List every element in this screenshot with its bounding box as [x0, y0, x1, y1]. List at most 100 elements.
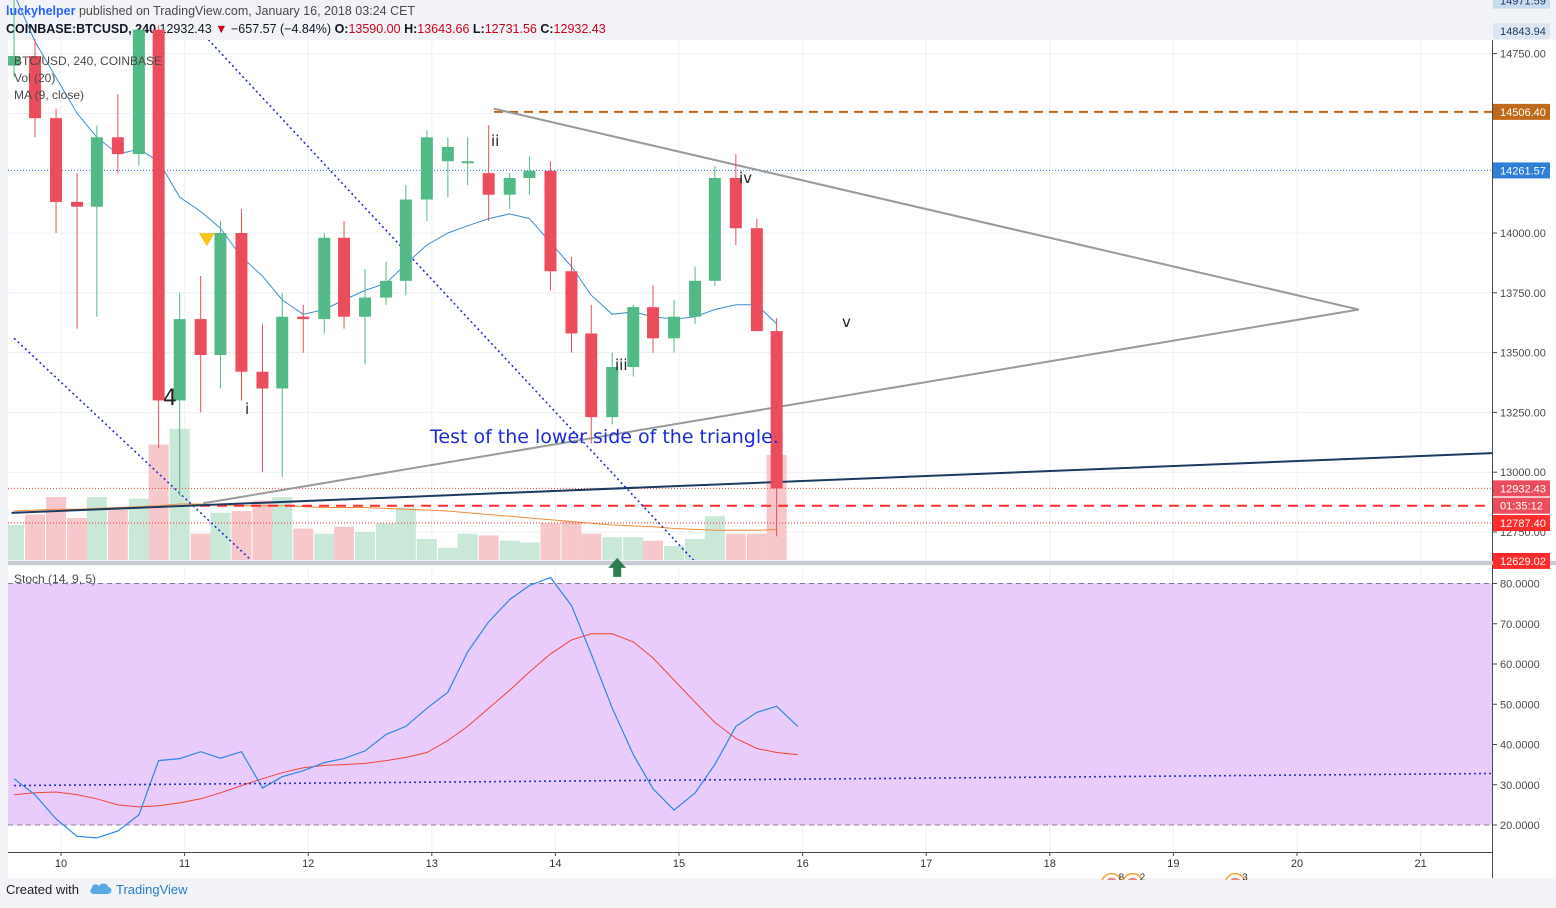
candle	[482, 125, 495, 222]
stoch-lines	[13, 576, 1492, 839]
candles	[8, 0, 783, 537]
candle	[235, 209, 248, 401]
close-value: 12932.43	[553, 22, 606, 36]
event-count: 2	[1140, 873, 1146, 880]
wave-label-iii: iii	[615, 356, 628, 374]
price-label-text: 12629.02	[1500, 556, 1546, 568]
volume-bar	[643, 540, 664, 560]
candle-body	[8, 55, 21, 66]
candle-body	[297, 316, 310, 320]
candle-body	[708, 177, 721, 281]
candle	[338, 221, 351, 329]
volume-bar	[457, 533, 478, 560]
price-label-text: 12787.40	[1500, 518, 1546, 530]
volume-bar	[664, 546, 685, 560]
stoch-k-line	[13, 576, 799, 839]
candle	[647, 285, 660, 353]
down-arrow-icon: ▼	[215, 22, 228, 36]
candle-body	[111, 137, 124, 155]
volume-bar	[395, 507, 416, 560]
change-text: −657.57 (−4.84%)	[231, 22, 332, 36]
time-tick-label: 14	[549, 858, 561, 870]
candle	[627, 304, 640, 377]
price-axis-bg[interactable]	[1492, 40, 1556, 560]
price-label-text: 14506.40	[1500, 107, 1546, 119]
price-label-box	[1493, 103, 1550, 120]
volume-bar	[314, 533, 335, 560]
time-tick-label: 12	[302, 858, 314, 870]
candle	[585, 304, 598, 444]
legend-volume: Vol (20)	[14, 71, 55, 85]
price-label-text: 14971.59	[1500, 0, 1546, 8]
stoch-tick-label: 80.0000	[1500, 579, 1540, 591]
volume-bar	[46, 497, 67, 560]
candle-body	[770, 331, 783, 489]
price-label-text: 14843.94	[1500, 26, 1546, 38]
candle-body	[585, 333, 598, 418]
triangle-upper-side	[493, 107, 1360, 311]
event-flag-icon[interactable]	[1101, 872, 1122, 880]
stoch-d-line	[13, 633, 798, 808]
candle	[729, 154, 742, 245]
volume-bar	[561, 521, 582, 560]
volume-bar	[376, 523, 397, 560]
candle	[152, 24, 165, 449]
volume-bar	[704, 516, 725, 560]
time-tick-label: 19	[1167, 858, 1179, 870]
candle-body	[152, 29, 165, 401]
stoch-dotted-trendline	[14, 772, 1492, 787]
candle	[708, 166, 721, 286]
price-label-box	[1493, 497, 1550, 514]
main-pane[interactable]	[8, 40, 1492, 560]
candle	[565, 256, 578, 353]
candle	[770, 318, 783, 537]
event-flag-icon[interactable]	[1225, 872, 1246, 880]
candle-body	[482, 173, 495, 195]
volume-bar	[231, 511, 252, 560]
volume-bar	[685, 539, 706, 560]
price-label: 14261.57	[1493, 162, 1550, 179]
stoch-tick-label: 30.0000	[1500, 780, 1540, 792]
stoch-tick-label: 70.0000	[1500, 619, 1540, 631]
volume-bar	[416, 539, 437, 560]
candle-body	[420, 137, 433, 200]
event-flag-dot	[1230, 877, 1240, 880]
cloud-icon	[89, 883, 111, 894]
candle	[750, 218, 763, 332]
candle	[668, 299, 681, 353]
stoch-axis-bg[interactable]	[1492, 566, 1556, 852]
price-label-box	[1493, 23, 1550, 40]
candle	[50, 108, 63, 233]
tradingview-brand: TradingView	[116, 882, 188, 897]
candle-body	[235, 233, 248, 372]
last-price: 12932.43	[159, 22, 212, 36]
time-tick-label: 10	[55, 858, 67, 870]
price-label: 12932.43	[1493, 480, 1550, 497]
price-label: 12787.40	[1493, 515, 1550, 532]
candle-body	[523, 170, 536, 178]
volume-bar	[581, 533, 602, 560]
low-label: L:	[472, 22, 485, 36]
event-count: 8	[1119, 873, 1125, 880]
candle	[8, 0, 21, 78]
time-tick-label: 18	[1044, 858, 1056, 870]
volume-bar	[540, 523, 561, 560]
candle	[173, 292, 186, 497]
stoch-band-lines	[8, 583, 1492, 826]
candle-body	[729, 177, 742, 229]
price-label-box	[1493, 515, 1550, 532]
candle-body	[627, 307, 640, 367]
created-with-text: Created with	[6, 882, 79, 897]
event-flag-icon[interactable]	[1122, 872, 1143, 880]
candle-body	[750, 228, 763, 332]
candle-body	[71, 201, 84, 207]
candle-body	[173, 319, 186, 401]
time-axis-bg[interactable]	[8, 852, 1556, 878]
candle	[523, 156, 536, 195]
candle	[503, 173, 516, 210]
tradingview-logo-link[interactable]: TradingView	[89, 882, 188, 897]
wave-label-iv: iv	[739, 169, 752, 187]
volume-bar	[437, 547, 458, 560]
price-label: 01:35:12	[1493, 497, 1550, 514]
